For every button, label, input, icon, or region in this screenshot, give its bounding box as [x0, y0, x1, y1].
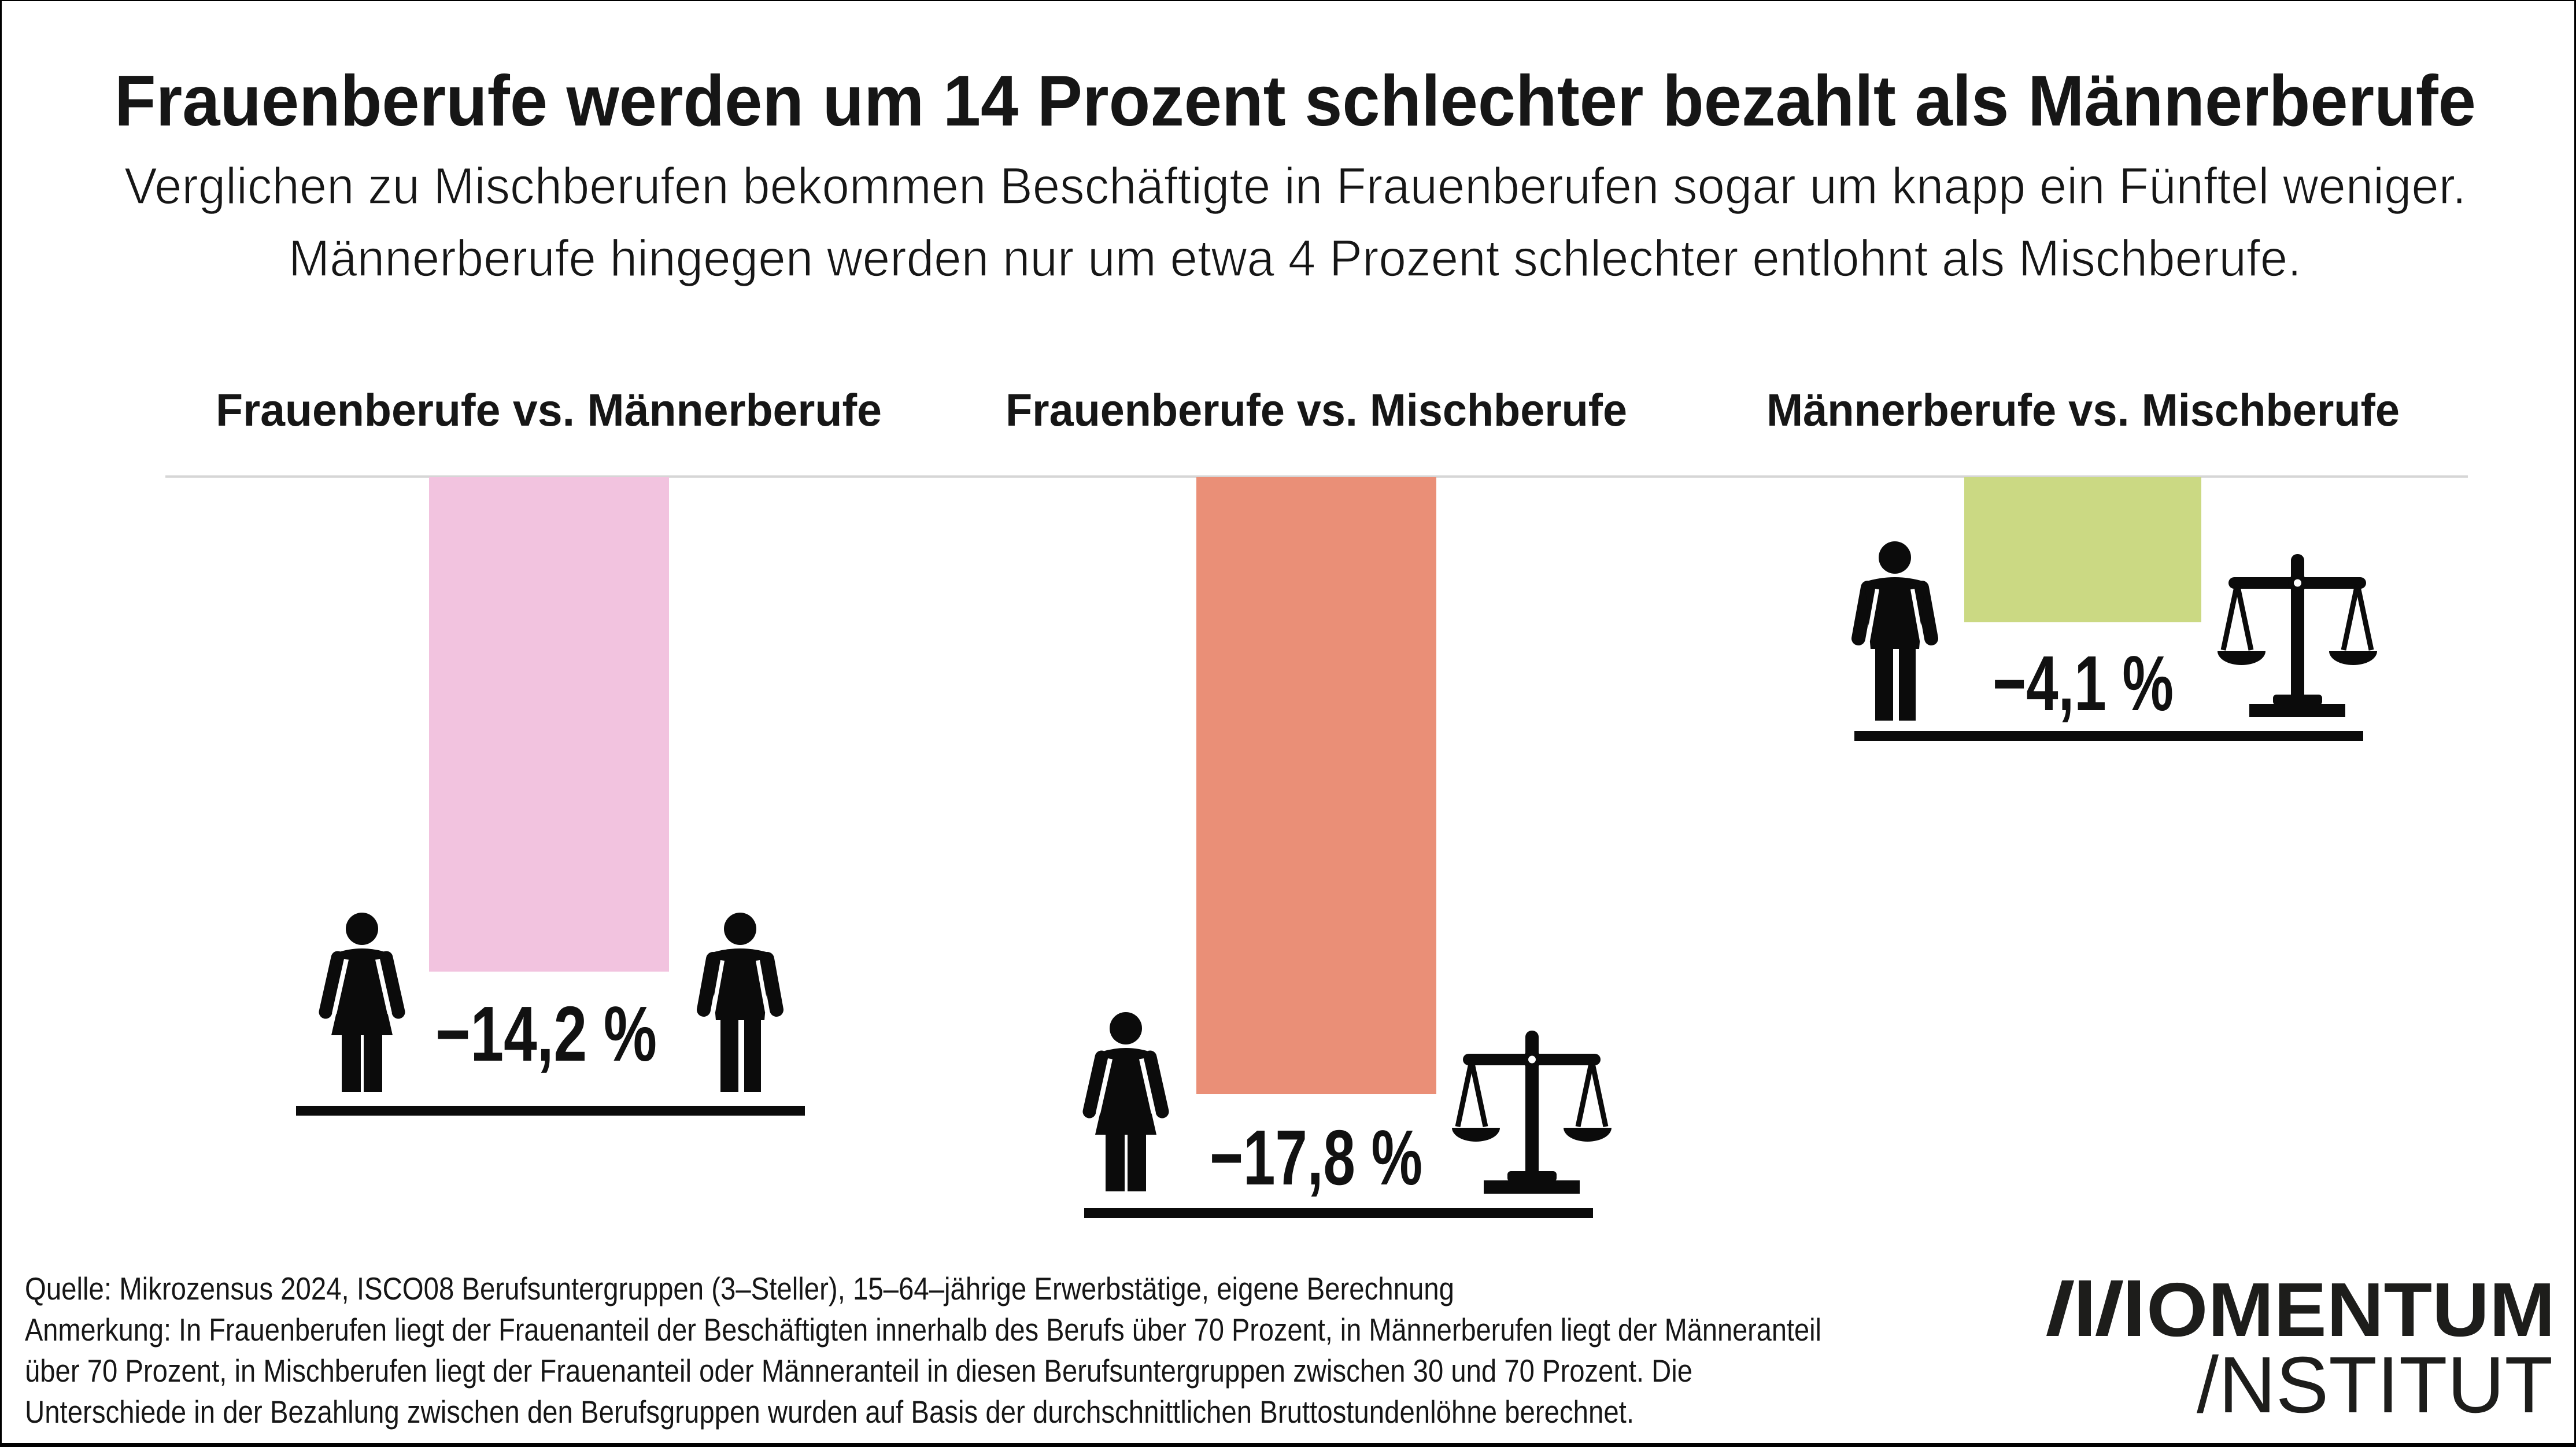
- svg-text:−17,8 %: −17,8 %: [1210, 1114, 1422, 1201]
- svg-text:Frauenberufe werden um 14 Proz: Frauenberufe werden um 14 Prozent schlec…: [114, 61, 2476, 141]
- svg-text:−4,1 %: −4,1 %: [1993, 640, 2174, 727]
- svg-text:Verglichen zu Mischberufen bek: Verglichen zu Mischberufen bekommen Besc…: [124, 157, 2466, 215]
- svg-text:Unterschiede in der Bezahlung: Unterschiede in der Bezahlung zwischen d…: [25, 1394, 1634, 1430]
- svg-text:−14,2 %: −14,2 %: [435, 990, 657, 1077]
- svg-text:Frauenberufe vs. Mischberufe: Frauenberufe vs. Mischberufe: [1006, 384, 1627, 435]
- svg-text:/NSTITUT: /NSTITUT: [2197, 1341, 2553, 1430]
- svg-text:Frauenberufe vs. Männerberufe: Frauenberufe vs. Männerberufe: [216, 384, 882, 435]
- svg-text:Anmerkung: In Frauenberufen li: Anmerkung: In Frauenberufen liegt der Fr…: [25, 1312, 1821, 1348]
- svg-text:Männerberufe hingegen werden n: Männerberufe hingegen werden nur um etwa…: [289, 229, 2301, 287]
- svg-text:Quelle: Mikrozensus 2024, ISCO: Quelle: Mikrozensus 2024, ISCO08 Berufsu…: [25, 1271, 1454, 1306]
- svg-text:OMENTUM: OMENTUM: [2146, 1267, 2555, 1352]
- svg-text:Männerberufe vs. Mischberufe: Männerberufe vs. Mischberufe: [1766, 384, 2400, 435]
- svg-text:über 70 Prozent, in Mischberuf: über 70 Prozent, in Mischberufen liegt d…: [25, 1353, 1692, 1389]
